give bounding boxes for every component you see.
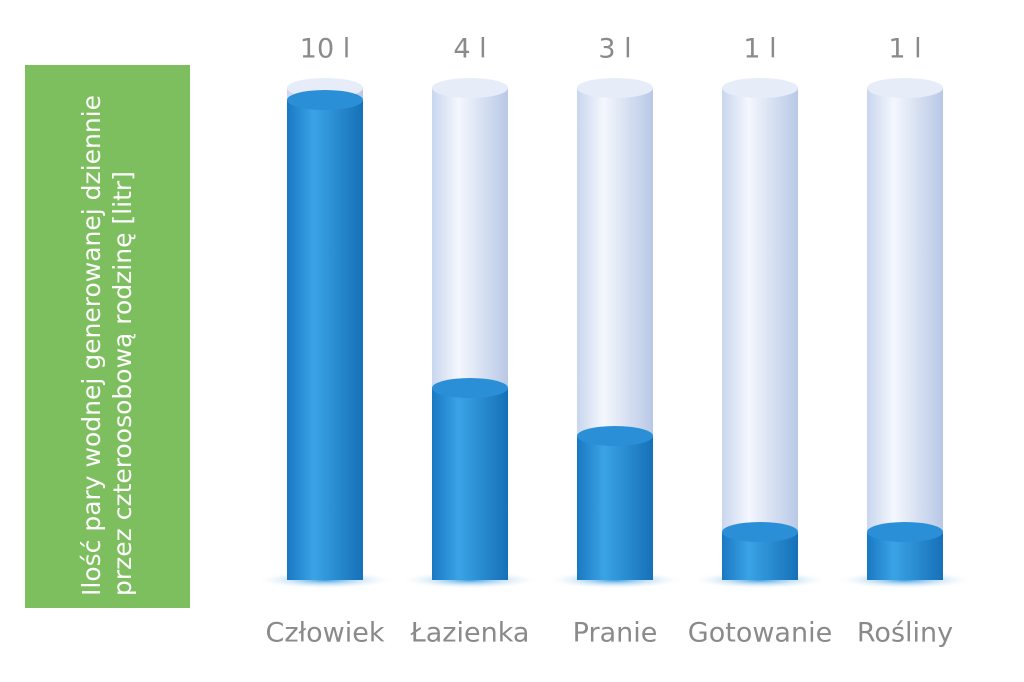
tube-top xyxy=(722,78,798,98)
bar xyxy=(577,436,653,580)
bar-top xyxy=(577,426,653,446)
x-tick-label: Gotowanie xyxy=(688,618,832,649)
tube-top xyxy=(432,78,508,98)
y-label-box: Ilość pary wodnej generowanej dziennie p… xyxy=(25,65,190,608)
bar-top xyxy=(287,90,363,110)
bar-top xyxy=(722,522,798,542)
tube-top xyxy=(867,78,943,98)
x-tick-label: Pranie xyxy=(573,618,658,649)
tube xyxy=(867,88,943,580)
bar xyxy=(432,388,508,580)
tube-top xyxy=(577,78,653,98)
value-label: 1 l xyxy=(743,34,776,65)
tube xyxy=(722,88,798,580)
value-label: 4 l xyxy=(453,34,486,65)
x-tick-label: Łazienka xyxy=(410,618,530,649)
value-label: 1 l xyxy=(888,34,921,65)
bar-top xyxy=(432,378,508,398)
value-label: 10 l xyxy=(300,34,350,65)
bar-top xyxy=(867,522,943,542)
x-tick-label: Rośliny xyxy=(857,618,953,649)
x-tick-label: Człowiek xyxy=(265,618,384,649)
bar xyxy=(287,100,363,580)
value-label: 3 l xyxy=(598,34,631,65)
